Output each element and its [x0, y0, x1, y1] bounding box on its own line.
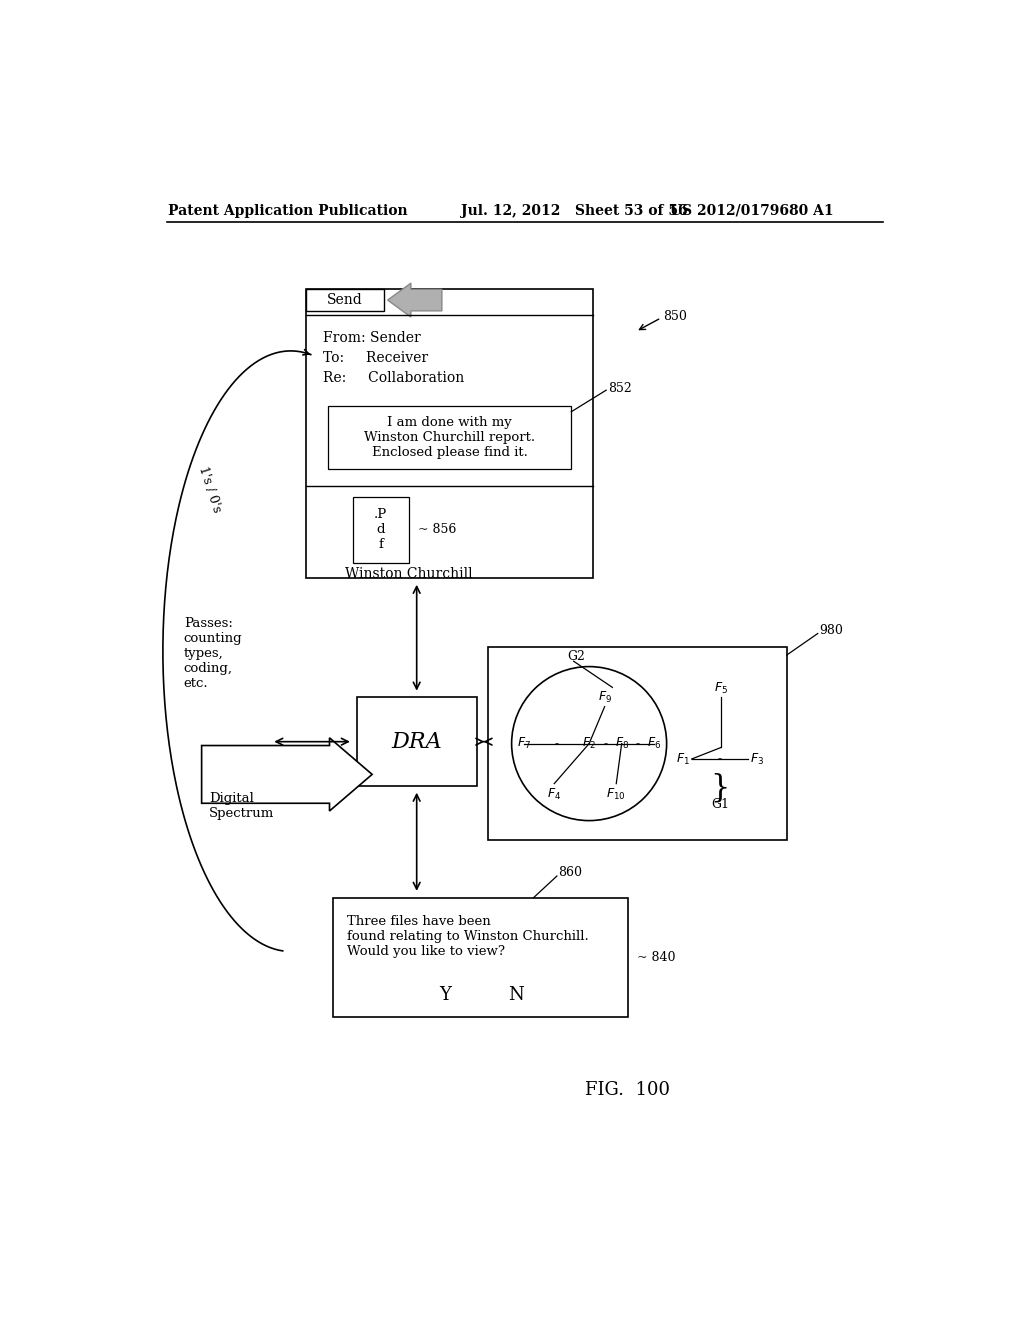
Text: Jul. 12, 2012   Sheet 53 of 56: Jul. 12, 2012 Sheet 53 of 56: [461, 203, 688, 218]
Bar: [488, 647, 786, 840]
Bar: [356, 697, 477, 785]
Text: $F_5$: $F_5$: [714, 681, 728, 696]
Text: -: -: [636, 737, 640, 750]
FancyArrow shape: [202, 738, 372, 810]
Text: }: }: [711, 774, 730, 804]
Text: $F_6$: $F_6$: [647, 737, 662, 751]
Text: $F_1$: $F_1$: [676, 751, 690, 767]
Text: -: -: [555, 737, 559, 750]
Text: ~ 856: ~ 856: [418, 524, 457, 536]
Bar: [306, 289, 384, 312]
Text: From: Sender: From: Sender: [324, 331, 421, 345]
Text: Y: Y: [439, 986, 452, 1005]
Text: $F_7$: $F_7$: [517, 737, 531, 751]
Text: US 2012/0179680 A1: US 2012/0179680 A1: [671, 203, 835, 218]
Text: Winston Churchill: Winston Churchill: [345, 568, 473, 581]
Text: To:     Receiver: To: Receiver: [324, 351, 428, 364]
Text: DRA: DRA: [391, 731, 442, 752]
Text: Re:     Collaboration: Re: Collaboration: [324, 371, 465, 385]
Text: Send: Send: [327, 293, 362, 308]
Text: Three files have been
found relating to Winston Churchill.
Would you like to vie: Three files have been found relating to …: [347, 915, 589, 957]
Bar: [352, 498, 409, 562]
Bar: [306, 289, 593, 578]
Text: Digital
Spectrum: Digital Spectrum: [209, 792, 274, 820]
Text: G2: G2: [567, 649, 586, 663]
Text: $F_3$: $F_3$: [750, 751, 764, 767]
Text: $F_2$: $F_2$: [583, 737, 596, 751]
Text: ~ 840: ~ 840: [637, 950, 676, 964]
Text: -: -: [718, 752, 722, 766]
Text: $F_4$: $F_4$: [547, 787, 561, 801]
Text: $F_9$: $F_9$: [598, 690, 611, 705]
Text: N: N: [508, 986, 524, 1005]
Text: $F_{10}$: $F_{10}$: [606, 787, 626, 801]
Text: Patent Application Publication: Patent Application Publication: [168, 203, 408, 218]
Text: I am done with my
Winston Churchill report.
Enclosed please find it.: I am done with my Winston Churchill repo…: [365, 416, 536, 458]
Text: G1: G1: [711, 797, 729, 810]
Text: $F_8$: $F_8$: [614, 737, 629, 751]
Text: -: -: [603, 737, 607, 750]
Text: 860: 860: [558, 866, 583, 879]
Text: .P
d
f: .P d f: [374, 508, 387, 552]
Text: 1's / 0's: 1's / 0's: [196, 465, 223, 515]
Bar: [328, 405, 571, 469]
Text: FIG.  100: FIG. 100: [586, 1081, 671, 1100]
Text: Passes:
counting
types,
coding,
etc.: Passes: counting types, coding, etc.: [183, 616, 243, 689]
Bar: [334, 898, 628, 1016]
Text: 850: 850: [663, 310, 687, 323]
Text: 852: 852: [608, 381, 632, 395]
Polygon shape: [388, 284, 442, 317]
Text: 980: 980: [819, 624, 843, 638]
